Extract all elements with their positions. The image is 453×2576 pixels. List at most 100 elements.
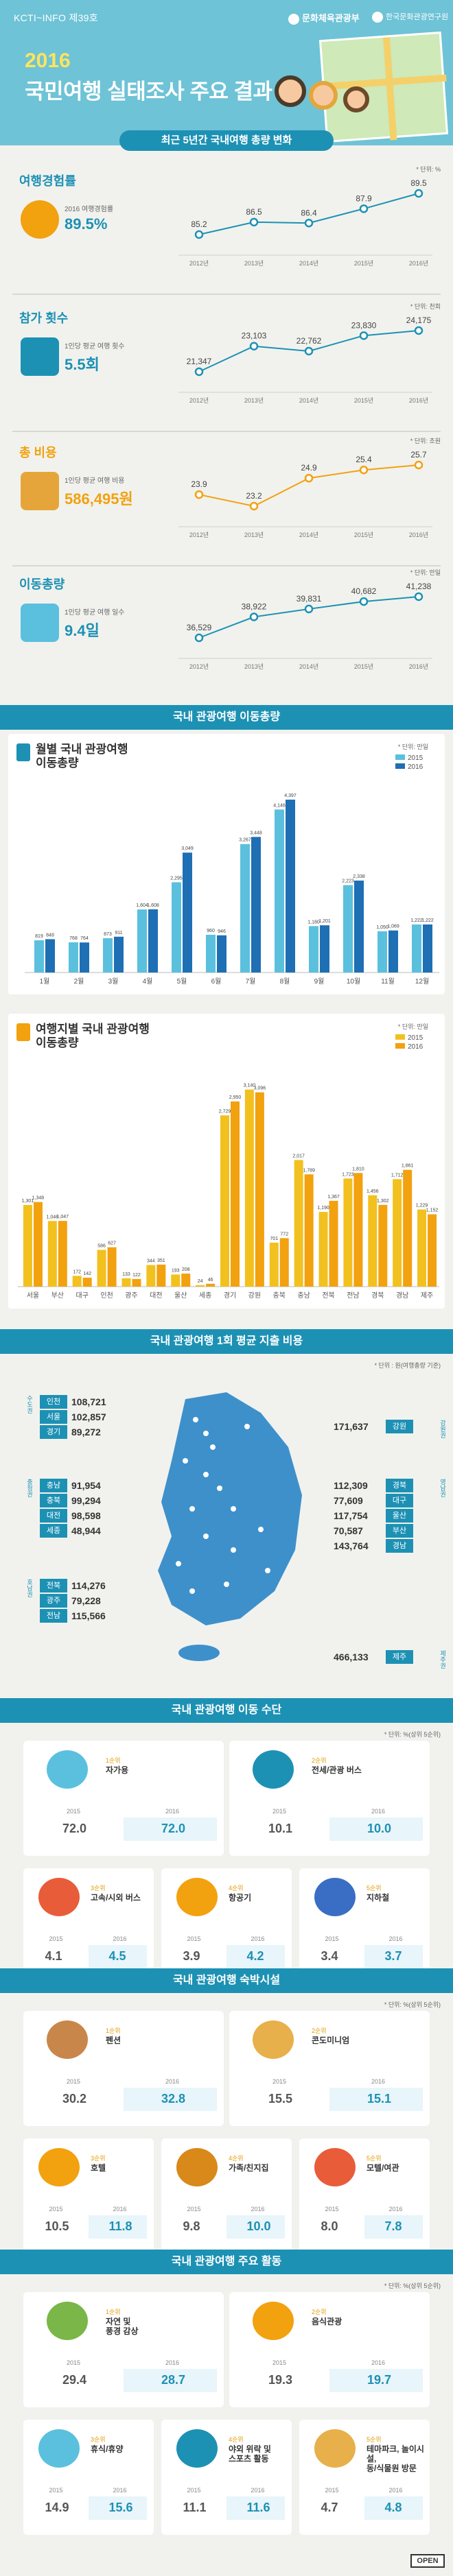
bar-value-label: 1,046 xyxy=(47,1215,59,1219)
trend-point xyxy=(194,490,204,499)
category-label: 4월 xyxy=(143,977,153,986)
subway-icon xyxy=(314,1878,356,1916)
category-label: 6월 xyxy=(211,977,222,986)
bar xyxy=(103,938,113,973)
rank-label: 1순위 xyxy=(106,1757,121,1764)
region-name: 전북 xyxy=(40,1579,67,1593)
ranked-card: 1순위 펜션 2015 2016 30.2 32.8 xyxy=(23,2011,224,2126)
rank-label: 5순위 xyxy=(367,2436,382,2443)
trend-big-value: 5.5회 xyxy=(65,356,100,373)
year-2016-label: 2016 xyxy=(251,2487,265,2494)
bar-value-label: 1,789 xyxy=(303,1168,315,1173)
trend-label: 이동총량 xyxy=(19,577,65,591)
trend-point xyxy=(304,473,314,483)
region-marker xyxy=(224,1582,229,1587)
region-marker xyxy=(189,1506,195,1512)
bar xyxy=(47,1221,57,1287)
bar xyxy=(343,885,353,973)
bar-value-label: 848 xyxy=(46,933,54,938)
region-name: 충북 xyxy=(40,1494,67,1507)
item-name: 전세/관광 버스 xyxy=(312,1765,362,1775)
region-name: 제주 xyxy=(386,1650,413,1664)
rank-label: 1순위 xyxy=(106,2027,121,2034)
trend-year-label: 2013년 xyxy=(244,260,264,267)
suitcase-icon xyxy=(16,1023,30,1041)
region-marker xyxy=(217,1486,222,1491)
section-activity-title: 국내 관광여행 주요 활동 xyxy=(0,2250,453,2274)
ranked-card: 1순위 자가용 2015 2016 72.0 72.0 xyxy=(23,1741,224,1856)
express-bus-icon xyxy=(38,1878,80,1916)
bar-value-label: 2,017 xyxy=(292,1154,305,1158)
item-name: 휴식/휴양 xyxy=(91,2444,124,2454)
trend-year-label: 2015년 xyxy=(354,260,373,267)
ranked-card: 5순위 모텔/여관 2015 2016 8.0 7.8 xyxy=(299,2138,430,2254)
ranked-card: 3순위 휴식/휴양 2015 2016 14.9 15.6 xyxy=(23,2420,154,2535)
traveler-illustration-3 xyxy=(343,86,369,112)
year-2015-label: 2015 xyxy=(325,2487,339,2494)
trend-section-banner: 최근 5년간 국내여행 총량 변화 xyxy=(119,130,334,151)
spend-group-label: 제주권 xyxy=(439,1650,446,1669)
trend-point xyxy=(359,204,369,213)
trend-year-label: 2013년 xyxy=(244,397,264,404)
spend-row: 충북 99,294 xyxy=(40,1494,150,1507)
section-transport-title: 국내 관광여행 이동 수단 xyxy=(0,1698,453,1723)
region-spend-value: 79,228 xyxy=(71,1595,101,1606)
year-2015-label: 2015 xyxy=(187,2206,201,2213)
bar-value-label: 3,267 xyxy=(239,838,251,843)
spend-row: 경북 112,309 xyxy=(320,1479,430,1492)
calendar-icon xyxy=(21,604,59,642)
bar-value-label: 4,397 xyxy=(284,794,297,798)
jeju-island xyxy=(178,1645,220,1661)
bar xyxy=(354,880,364,973)
hammock-icon xyxy=(38,2429,80,2468)
bar-value-label: 819 xyxy=(35,934,43,939)
bar xyxy=(72,1276,82,1287)
highlight-2016 xyxy=(124,2369,217,2392)
spend-row: 부산 70,587 xyxy=(320,1524,430,1538)
value-2016: 7.8 xyxy=(384,2219,402,2233)
bar xyxy=(172,882,181,973)
value-2015: 4.7 xyxy=(321,2501,338,2514)
category-label: 1월 xyxy=(40,977,50,986)
region-name: 경남 xyxy=(386,1539,413,1553)
year-2015-label: 2015 xyxy=(187,1935,201,1942)
year-2015-label: 2015 xyxy=(49,2487,63,2494)
trend-year-label: 2015년 xyxy=(354,397,373,404)
bar-value-label: 1,608 xyxy=(147,903,159,908)
rank-label: 5순위 xyxy=(367,2155,382,2162)
value-2015: 8.0 xyxy=(321,2219,338,2233)
category-label: 전남 xyxy=(347,1291,359,1300)
item-name: 고속/시외 버스 xyxy=(91,1893,141,1903)
trend-line-chart: 21,347 2012년 23,103 2013년 22,762 2014년 23,830 2… xyxy=(178,315,432,404)
rank-label: 4순위 xyxy=(229,2155,244,2162)
highlight-2016 xyxy=(89,1945,147,1968)
value-2015: 29.4 xyxy=(62,2373,87,2387)
trend-desc: 1인당 평균 여행 횟수 xyxy=(65,343,125,350)
year-2016-label: 2016 xyxy=(165,2359,180,2366)
category-label: 광주 xyxy=(125,1291,137,1300)
region-name: 전남 xyxy=(40,1609,67,1623)
trend-row: 이동총량 * 단위: 만일 1인당 평균 여행 일수 9.4일 36,529 2012년 3… xyxy=(0,562,453,703)
trend-value-label: 39,831 xyxy=(297,594,322,604)
bar-value-label: 586 xyxy=(97,1243,106,1248)
value-2016: 11.8 xyxy=(108,2219,132,2233)
trend-value-label: 89.5 xyxy=(410,178,427,188)
highlight-2016 xyxy=(329,2088,423,2111)
trend-year-label: 2012년 xyxy=(189,397,209,404)
bar xyxy=(244,1089,254,1287)
value-2016: 10.0 xyxy=(246,2219,271,2233)
trend-year-label: 2016년 xyxy=(409,260,428,267)
region-name: 서울 xyxy=(40,1410,67,1424)
calendar-icon xyxy=(16,743,30,761)
bar-value-label: 1,367 xyxy=(327,1195,340,1200)
trend-value-label: 87.9 xyxy=(356,193,372,203)
value-2016: 19.7 xyxy=(367,2373,392,2387)
trend-year-label: 2015년 xyxy=(354,663,373,670)
bar xyxy=(181,1273,191,1287)
legend-label: 2015 xyxy=(408,754,423,762)
trend-point xyxy=(249,501,259,511)
ticket-icon xyxy=(21,337,59,376)
bar xyxy=(428,1214,437,1287)
category-label: 경북 xyxy=(371,1291,384,1300)
category-label: 강원 xyxy=(248,1291,261,1300)
